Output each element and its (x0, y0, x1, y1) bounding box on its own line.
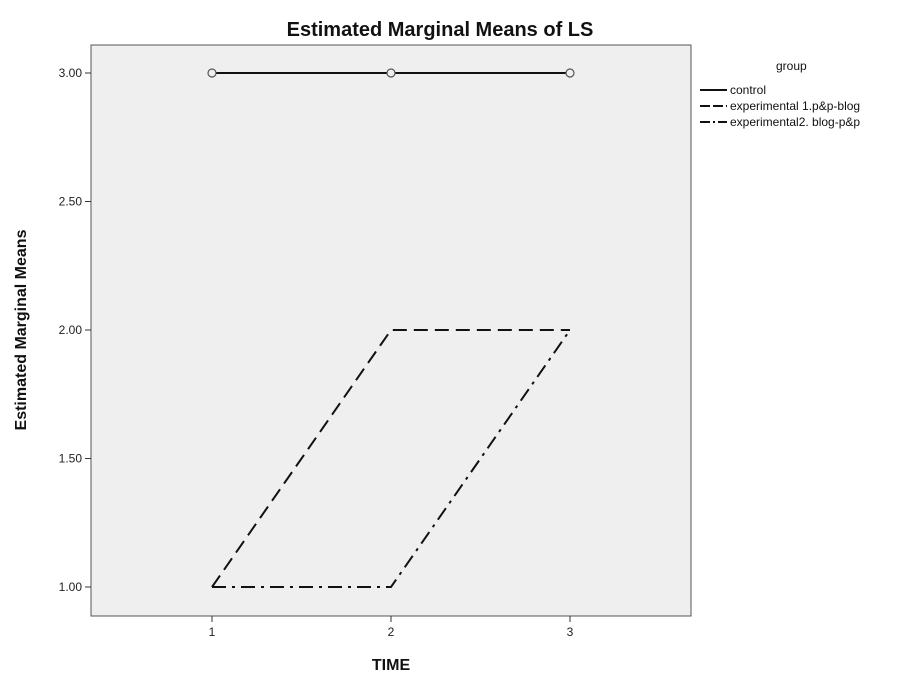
y-tick-label: 2.50 (59, 195, 83, 209)
y-axis-title: Estimated Marginal Means (13, 229, 30, 430)
plot-area (90, 44, 692, 617)
y-tick-label: 1.50 (59, 452, 83, 466)
legend: group control experimental 1.p&p-blog expe… (700, 59, 860, 129)
y-axis-ticks: 1.00 1.50 2.00 2.50 3.00 (59, 66, 91, 594)
y-tick-label: 2.00 (59, 323, 83, 337)
series-line-2 (212, 329, 571, 588)
series-line-1 (211, 329, 570, 588)
series-point (386, 68, 396, 78)
series-point (565, 68, 575, 78)
x-tick-label: 3 (567, 625, 574, 639)
x-tick-label: 1 (209, 625, 216, 639)
legend-label-2: experimental2. blog-p&p (730, 115, 860, 129)
legend-items: control experimental 1.p&p-blog experiment… (700, 83, 860, 129)
x-axis-title: TIME (372, 657, 411, 674)
x-axis-ticks: 1 2 3 (209, 616, 574, 639)
y-tick-label: 3.00 (59, 66, 83, 80)
legend-title: group (776, 59, 807, 73)
x-tick-label: 2 (388, 625, 395, 639)
series-markers (207, 68, 575, 78)
y-tick-label: 1.00 (59, 580, 83, 594)
series-point (207, 68, 217, 78)
legend-label-1: experimental 1.p&p-blog (730, 99, 860, 113)
chart-title: Estimated Marginal Means of LS (287, 19, 594, 41)
legend-label-0: control (730, 83, 766, 97)
